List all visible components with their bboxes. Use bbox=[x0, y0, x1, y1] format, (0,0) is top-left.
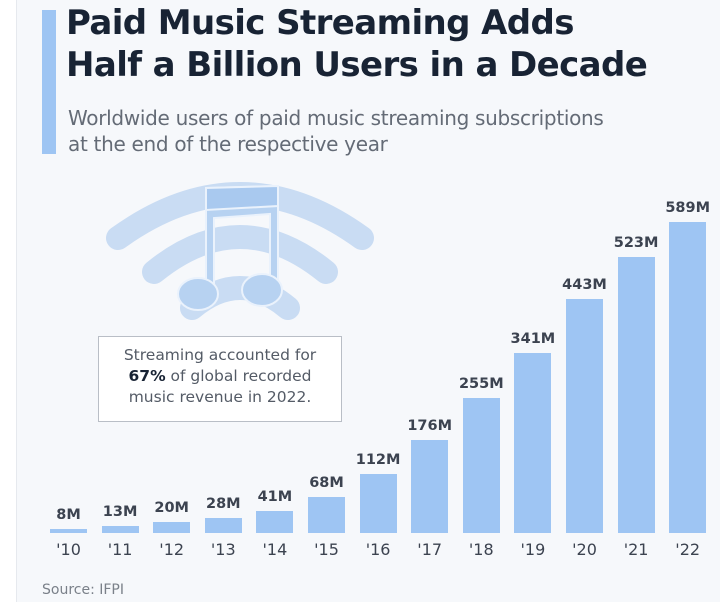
x-axis-tick-label: '18 bbox=[468, 540, 494, 559]
bar-value-label: 68M bbox=[309, 475, 344, 492]
bar-value-label: 20M bbox=[154, 500, 189, 517]
annotation-line-2-text: of global recorded bbox=[165, 367, 312, 385]
annotation-line-3: music revenue in 2022. bbox=[128, 388, 312, 406]
x-axis-tick-label: '13 bbox=[210, 540, 236, 559]
x-axis-tick-label: '21 bbox=[623, 540, 649, 559]
bar-value-label: 255M bbox=[458, 376, 504, 393]
bar bbox=[101, 526, 139, 533]
annotation-line-2: 67% of global recorded bbox=[99, 366, 341, 387]
bar bbox=[50, 528, 87, 533]
x-axis-tick-label: '17 bbox=[417, 540, 443, 559]
annotation-box: Streaming accounted for 67% of global re… bbox=[98, 336, 342, 422]
x-axis-tick-label: '19 bbox=[520, 540, 546, 559]
bar bbox=[566, 299, 603, 533]
x-axis-tick-label: '22 bbox=[675, 540, 701, 559]
x-axis-tick-label: '20 bbox=[572, 540, 597, 559]
bar-value-label: 443M bbox=[562, 277, 607, 294]
bar bbox=[617, 256, 655, 533]
bar-value-label: 41M bbox=[257, 489, 293, 506]
bar-value-label: 341M bbox=[510, 330, 556, 347]
bar-value-label: 112M bbox=[355, 451, 401, 468]
bar-value-label: 28M bbox=[205, 496, 241, 513]
title-accent-bar bbox=[42, 10, 56, 154]
bar-value-label: 8M bbox=[56, 506, 81, 523]
x-axis-tick-label: '10 bbox=[56, 540, 81, 559]
x-axis-tick-label: '16 bbox=[365, 540, 391, 559]
bar bbox=[153, 522, 191, 533]
x-axis-tick-label: '12 bbox=[159, 540, 185, 559]
bar bbox=[462, 398, 500, 533]
bar bbox=[256, 511, 294, 533]
bar bbox=[669, 222, 707, 533]
source-note: Source: IFPI bbox=[42, 582, 125, 598]
annotation-line-1: Streaming accounted for bbox=[123, 346, 317, 364]
title-line-2: Half a Billion Users in a Decade bbox=[66, 45, 648, 85]
subtitle-line-2: at the end of the respective year bbox=[68, 132, 388, 156]
title-line-1: Paid Music Streaming Adds bbox=[66, 3, 575, 43]
x-axis-tick-label: '11 bbox=[107, 540, 133, 559]
x-axis-tick-label: '15 bbox=[314, 540, 339, 559]
annotation-highlight: 67% bbox=[128, 367, 166, 385]
bar-value-label: 589M bbox=[665, 200, 711, 216]
chart-title: Paid Music Streaming Adds Half a Billion… bbox=[66, 2, 716, 86]
bar bbox=[514, 352, 552, 533]
bar bbox=[204, 518, 242, 533]
subtitle-line-1: Worldwide users of paid music streaming … bbox=[68, 106, 604, 130]
chart-subtitle: Worldwide users of paid music streaming … bbox=[68, 105, 708, 157]
bar-value-label: 523M bbox=[613, 234, 659, 251]
x-axis-tick-label: '14 bbox=[262, 540, 288, 559]
bar bbox=[359, 473, 397, 533]
bar bbox=[308, 497, 345, 533]
bar-value-label: 176M bbox=[407, 418, 453, 435]
bar-value-label: 13M bbox=[102, 504, 138, 521]
bar bbox=[411, 440, 449, 533]
music-note-wifi-icon bbox=[106, 182, 374, 320]
